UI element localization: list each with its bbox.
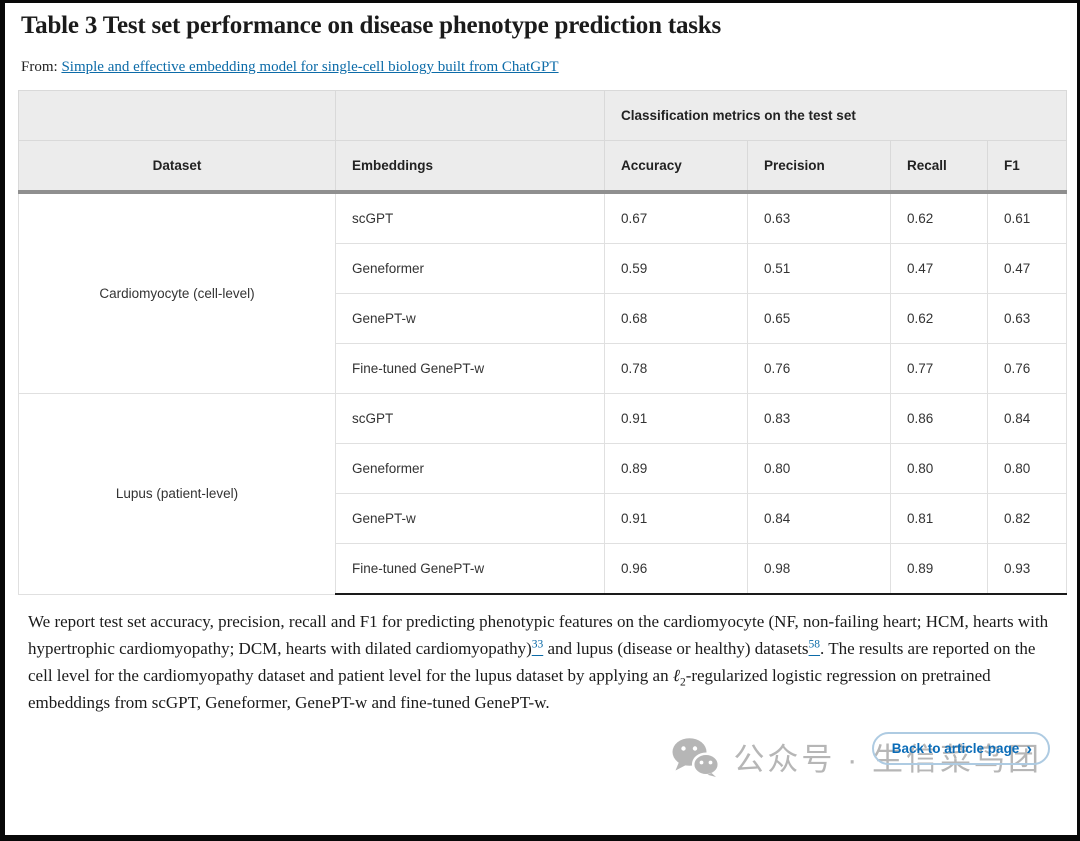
column-header-dataset: Dataset xyxy=(18,140,336,194)
table-row: Geneformer 0.89 0.80 0.80 0.80 xyxy=(19,443,1068,494)
recall-cell: 0.62 xyxy=(890,191,988,244)
l2-math-symbol: ℓ2 xyxy=(672,666,686,689)
back-button-label: Back to article page xyxy=(891,741,1020,756)
embedding-cell: GenePT-w xyxy=(335,293,605,344)
accuracy-cell: 0.91 xyxy=(604,393,748,444)
precision-cell: 0.84 xyxy=(747,493,891,544)
table-row: Lupus (patient-level) scGPT 0.91 0.83 0.86 0.… xyxy=(18,393,1068,595)
table-row: Geneformer 0.59 0.51 0.47 0.47 xyxy=(19,243,1068,294)
recall-cell: 0.62 xyxy=(890,293,988,344)
from-label: From: xyxy=(21,59,62,75)
accuracy-cell: 0.68 xyxy=(604,293,748,344)
table-group-header-row: Classification metrics on the test set xyxy=(18,90,1068,141)
table-row: Fine-tuned GenePT-w 0.96 0.98 0.89 0.93 xyxy=(19,543,1068,595)
footnote-text: We report test set accuracy, precision, … xyxy=(28,612,1049,658)
column-header-embeddings: Embeddings xyxy=(335,140,605,194)
page-title: Table 3 Test set performance on disease … xyxy=(21,12,722,39)
precision-cell: 0.65 xyxy=(747,293,891,344)
recall-cell: 0.86 xyxy=(890,393,988,444)
accuracy-cell: 0.91 xyxy=(604,493,748,544)
wechat-icon xyxy=(672,737,720,777)
f1-cell: 0.47 xyxy=(986,243,1068,294)
empty-header-dataset xyxy=(18,90,336,141)
precision-cell: 0.51 xyxy=(747,243,891,294)
footnote-text: -regularized logistic regression on pret… xyxy=(28,666,991,712)
table-row: Cardiomyocyte (cell-level) scGPT 0.67 0.63 0… xyxy=(18,191,1068,394)
footnote-text: . The results are reported on the cell l… xyxy=(28,639,1036,685)
embedding-cell: Fine-tuned GenePT-w xyxy=(335,543,605,595)
column-header-recall: Recall xyxy=(890,140,988,194)
reference-link-33[interactable]: 33 xyxy=(531,638,544,651)
precision-cell: 0.76 xyxy=(747,343,891,394)
table-column-header-row: Dataset Embeddings Accuracy Precision Re… xyxy=(18,140,1068,194)
recall-cell: 0.47 xyxy=(890,243,988,294)
dataset-cell: Lupus (patient-level) xyxy=(18,393,336,595)
recall-cell: 0.77 xyxy=(890,343,988,394)
f1-cell: 0.84 xyxy=(986,393,1068,444)
precision-cell: 0.83 xyxy=(747,393,891,444)
embedding-cell: Fine-tuned GenePT-w xyxy=(335,343,605,394)
f1-cell: 0.76 xyxy=(986,343,1068,394)
embedding-cell: Geneformer xyxy=(335,443,605,494)
precision-cell: 0.63 xyxy=(747,191,891,244)
f1-cell: 0.61 xyxy=(986,191,1068,244)
bottom-area: 公众号 · 生信菜鸟团 Back to article page › xyxy=(18,726,1064,790)
embedding-cell: GenePT-w xyxy=(335,493,605,544)
accuracy-cell: 0.78 xyxy=(604,343,748,394)
reference-link-58[interactable]: 58 xyxy=(808,638,821,651)
table-body: Cardiomyocyte (cell-level) scGPT 0.67 0.63 0… xyxy=(18,191,1068,595)
column-header-precision: Precision xyxy=(747,140,891,194)
column-header-accuracy: Accuracy xyxy=(604,140,748,194)
from-line: From: Simple and effective embedding mod… xyxy=(21,59,1061,76)
chevron-right-icon: › xyxy=(1026,738,1032,758)
table-row: GenePT-w 0.68 0.65 0.62 0.63 xyxy=(19,293,1068,344)
table-row: GenePT-w 0.91 0.84 0.81 0.82 xyxy=(19,493,1068,544)
f1-cell: 0.63 xyxy=(986,293,1068,344)
column-header-f1: F1 xyxy=(986,140,1068,194)
article-link[interactable]: Simple and effective embedding model for… xyxy=(61,59,559,75)
accuracy-cell: 0.89 xyxy=(604,443,748,494)
empty-header-embeddings xyxy=(335,90,605,141)
recall-cell: 0.80 xyxy=(890,443,988,494)
embedding-cell: Geneformer xyxy=(335,243,605,294)
embedding-cell: scGPT xyxy=(335,191,605,244)
accuracy-cell: 0.59 xyxy=(604,243,748,294)
dataset-cell: Cardiomyocyte (cell-level) xyxy=(18,191,336,394)
accuracy-cell: 0.96 xyxy=(604,543,748,595)
table-footnote: We report test set accuracy, precision, … xyxy=(28,608,1054,716)
embedding-cell: scGPT xyxy=(335,393,605,444)
footnote-text: and lupus (disease or healthy) datasets xyxy=(543,639,809,658)
f1-cell: 0.82 xyxy=(986,493,1068,544)
classification-metrics-header: Classification metrics on the test set xyxy=(603,90,1068,141)
performance-table: Classification metrics on the test set D… xyxy=(18,90,1068,595)
recall-cell: 0.81 xyxy=(890,493,988,544)
accuracy-cell: 0.67 xyxy=(604,191,748,244)
recall-cell: 0.89 xyxy=(890,543,988,595)
precision-cell: 0.98 xyxy=(747,543,891,595)
back-to-article-button[interactable]: Back to article page › xyxy=(871,732,1050,765)
table-row: Fine-tuned GenePT-w 0.78 0.76 0.77 0.76 xyxy=(19,343,1068,394)
f1-cell: 0.80 xyxy=(986,443,1068,494)
f1-cell: 0.93 xyxy=(986,543,1068,595)
precision-cell: 0.80 xyxy=(747,443,891,494)
